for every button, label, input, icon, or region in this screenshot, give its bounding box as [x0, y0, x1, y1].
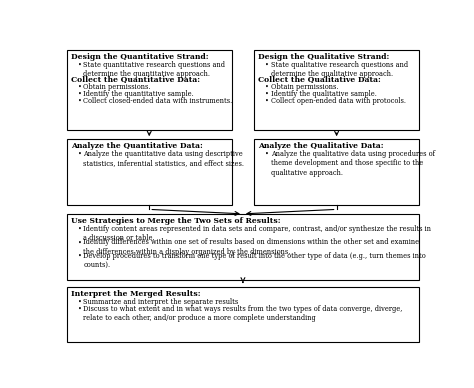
Text: Develop procedures to transform one type of result into the other type of data (: Develop procedures to transform one type…: [83, 252, 426, 269]
Bar: [66, 287, 419, 342]
Text: Analyze the quantitative data using descriptive
statistics, inferential statisti: Analyze the quantitative data using desc…: [83, 150, 245, 167]
Text: Summarize and interpret the separate results: Summarize and interpret the separate res…: [83, 298, 239, 306]
Text: •: •: [78, 305, 82, 313]
Text: Identify content areas represented in data sets and compare, contrast, and/or sy: Identify content areas represented in da…: [83, 225, 431, 242]
Text: Analyze the Quantitative Data:: Analyze the Quantitative Data:: [71, 142, 203, 150]
Text: •: •: [78, 252, 82, 260]
Text: •: •: [265, 83, 269, 91]
Text: •: •: [265, 150, 269, 158]
Text: •: •: [78, 97, 82, 105]
Text: Interpret the Merged Results:: Interpret the Merged Results:: [71, 290, 201, 298]
Text: Collect the Quantitative Data:: Collect the Quantitative Data:: [71, 75, 200, 83]
Text: •: •: [265, 97, 269, 105]
Bar: [66, 214, 419, 280]
Text: Collect closed-ended data with instruments.: Collect closed-ended data with instrumen…: [83, 97, 233, 105]
Text: •: •: [78, 90, 82, 98]
Text: Use Strategies to Merge the Two Sets of Results:: Use Strategies to Merge the Two Sets of …: [71, 217, 281, 225]
Text: •: •: [78, 83, 82, 91]
Text: Identify the quantitative sample.: Identify the quantitative sample.: [83, 90, 194, 98]
Text: Analyze the qualitative data using procedures of
theme development and those spe: Analyze the qualitative data using proce…: [271, 150, 435, 177]
Text: •: •: [78, 238, 82, 246]
Text: Analyze the Qualitative Data:: Analyze the Qualitative Data:: [258, 142, 384, 150]
Text: •: •: [78, 298, 82, 306]
Text: •: •: [78, 61, 82, 69]
Text: Identify the qualitative sample.: Identify the qualitative sample.: [271, 90, 377, 98]
Text: •: •: [265, 90, 269, 98]
Text: Design the Quantitative Strand:: Design the Quantitative Strand:: [71, 52, 209, 61]
Text: Collect open-ended data with protocols.: Collect open-ended data with protocols.: [271, 97, 406, 105]
Text: Identify differences within one set of results based on dimensions within the ot: Identify differences within one set of r…: [83, 238, 419, 256]
Bar: [254, 139, 419, 205]
Text: Discuss to what extent and in what ways results from the two types of data conve: Discuss to what extent and in what ways …: [83, 305, 403, 322]
Text: Obtain permissions.: Obtain permissions.: [271, 83, 338, 91]
Text: Obtain permissions.: Obtain permissions.: [83, 83, 151, 91]
Bar: [66, 139, 232, 205]
Text: •: •: [78, 150, 82, 158]
Text: Design the Qualitative Strand:: Design the Qualitative Strand:: [258, 52, 390, 61]
Text: State quantitative research questions and
determine the quantitative approach.: State quantitative research questions an…: [83, 61, 226, 78]
Bar: [66, 50, 232, 130]
Bar: [254, 50, 419, 130]
Text: Collect the Qualitative Data:: Collect the Qualitative Data:: [258, 75, 381, 83]
Text: State qualitative research questions and
determine the qualitative approach.: State qualitative research questions and…: [271, 61, 408, 78]
Text: •: •: [265, 61, 269, 69]
Text: •: •: [78, 225, 82, 233]
